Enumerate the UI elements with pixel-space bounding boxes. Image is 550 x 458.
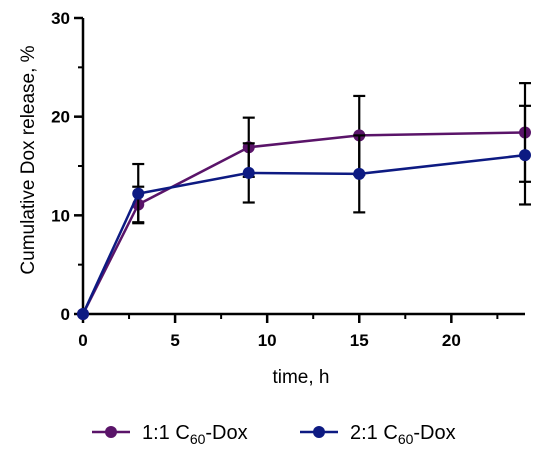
legend-item: 2:1 C60-Dox [300, 422, 456, 447]
x-tick-label: 10 [258, 331, 277, 350]
ticks: 0 10 20 30 0 5 10 15 20 [51, 9, 499, 350]
data-point [77, 308, 89, 320]
series-line [81, 131, 526, 315]
legend-item: 1:1 C60-Dox [92, 422, 248, 447]
legend-label: 2:1 C60-Dox [350, 422, 456, 447]
series-layer [77, 82, 531, 320]
x-axis-title: time, h [272, 367, 329, 388]
legend-marker [313, 426, 325, 438]
series-1 [77, 82, 531, 320]
series-2 [77, 104, 531, 320]
data-point [519, 149, 531, 162]
series-line [81, 153, 526, 315]
y-tick-label: 0 [61, 305, 70, 324]
y-tick-label: 10 [51, 206, 70, 225]
data-point [132, 187, 145, 200]
x-tick-label: 0 [78, 331, 87, 350]
x-tick-label: 20 [442, 331, 461, 350]
x-tick-label: 5 [170, 331, 179, 350]
legend-marker [105, 426, 117, 438]
axes [81, 18, 525, 316]
data-point [242, 166, 255, 179]
y-tick-label: 30 [51, 9, 70, 28]
y-tick-label: 20 [51, 108, 70, 127]
legend: 1:1 C60-Dox 2:1 C60-Dox [92, 422, 456, 447]
x-tick-label: 15 [350, 331, 369, 350]
y-axis-title: Cumulative Dox release, % [18, 45, 39, 274]
legend-label: 1:1 C60-Dox [142, 422, 248, 447]
data-point [353, 167, 366, 180]
